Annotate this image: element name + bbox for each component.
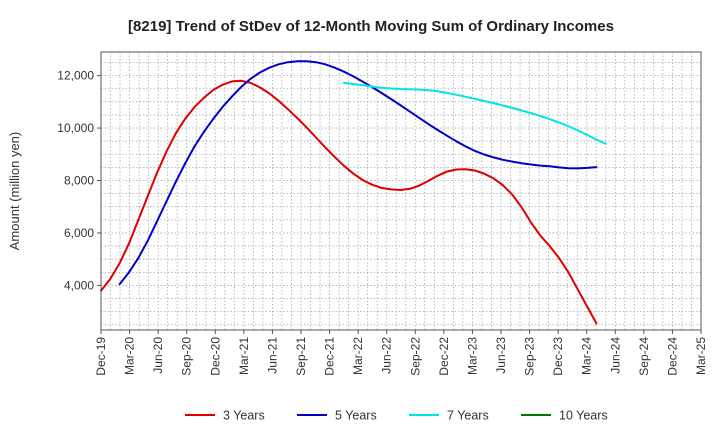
y-tick-label: 8,000 (64, 174, 94, 188)
y-axis-ticks: 4,000 6,000 8,000 10,000 12,000 (57, 69, 101, 292)
plot-area (100, 51, 702, 331)
chart-title: [8219] Trend of StDev of 12-Month Moving… (128, 18, 614, 35)
x-tick-label: Dec-24 (665, 337, 679, 376)
x-tick-label: Jun-23 (494, 337, 508, 374)
x-axis-ticks: Dec-19 Mar-20 Jun-20 Sep-20 Dec-20 Mar-21 Jun-… (94, 330, 708, 376)
series-line-5-years (118, 60, 598, 286)
legend: 3 Years 5 Years 7 Years 10 Years (185, 409, 608, 423)
x-tick-label: Mar-22 (351, 337, 365, 375)
x-tick-label: Sep-23 (523, 337, 537, 376)
legend-label: 7 Years (447, 409, 489, 423)
y-tick-label: 10,000 (57, 121, 94, 135)
x-tick-label: Sep-21 (294, 337, 308, 376)
series-lines (100, 60, 607, 325)
y-tick-label: 6,000 (64, 226, 94, 240)
x-tick-label: Dec-19 (94, 337, 108, 376)
x-tick-label: Jun-21 (265, 337, 279, 374)
x-tick-label: Mar-25 (694, 337, 708, 375)
series-line-7-years (343, 81, 607, 145)
x-tick-label: Mar-20 (123, 337, 137, 375)
x-tick-label: Dec-23 (551, 337, 565, 376)
y-tick-label: 12,000 (57, 69, 94, 83)
legend-label: 10 Years (559, 409, 608, 423)
x-tick-label: Sep-20 (180, 337, 194, 376)
y-axis-label: Amount (million yen) (7, 132, 22, 251)
x-tick-label: Jun-22 (380, 337, 394, 374)
x-tick-label: Sep-22 (408, 337, 422, 376)
series-line-3-years (100, 79, 598, 325)
x-tick-label: Mar-21 (237, 337, 251, 375)
x-tick-label: Sep-24 (637, 337, 651, 376)
grid-lines (101, 52, 701, 330)
x-tick-label: Mar-23 (465, 337, 479, 375)
x-tick-label: Jun-20 (151, 337, 165, 374)
y-tick-label: 4,000 (64, 278, 94, 292)
x-tick-label: Dec-21 (323, 337, 337, 376)
x-tick-label: Jun-24 (608, 337, 622, 374)
legend-label: 3 Years (223, 409, 265, 423)
legend-label: 5 Years (335, 409, 377, 423)
x-tick-label: Mar-24 (580, 337, 594, 375)
x-tick-label: Dec-20 (208, 337, 222, 376)
x-tick-label: Dec-22 (437, 337, 451, 376)
